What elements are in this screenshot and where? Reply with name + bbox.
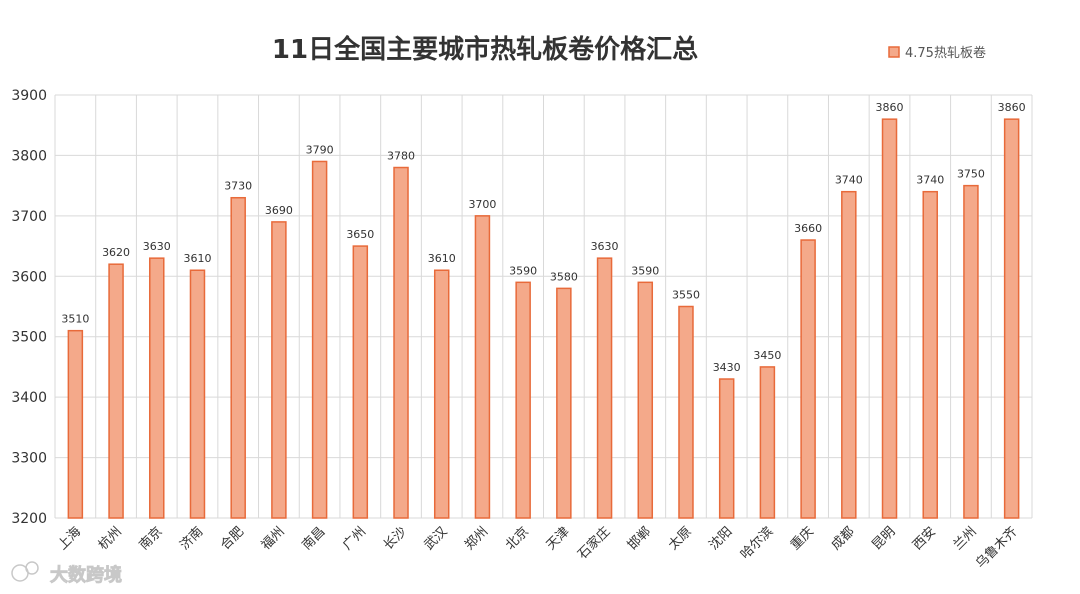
- x-tick-label: 济南: [177, 524, 207, 554]
- bar: [800, 239, 816, 519]
- data-label: 3860: [998, 101, 1026, 114]
- bars: 3510 3620 3630 3610 3730 3690 3790 3650 3780 3610…: [61, 101, 1026, 519]
- bar: [189, 269, 206, 519]
- bar: [1003, 118, 1020, 519]
- x-tick-label: 成都: [829, 524, 858, 553]
- x-tick-label: 太原: [666, 524, 695, 553]
- data-label: 3650: [346, 228, 374, 241]
- data-label: 3550: [672, 289, 700, 302]
- bar: [556, 287, 572, 519]
- data-label: 3510: [61, 313, 89, 326]
- bar: [841, 190, 857, 519]
- data-label: 3750: [957, 168, 985, 181]
- legend: 4.75热轧板卷: [888, 45, 986, 61]
- legend-swatch: [888, 46, 900, 58]
- bar: [515, 281, 531, 519]
- bar: [922, 190, 938, 519]
- x-tick-label: 广州: [340, 524, 369, 553]
- watermark-text: 大数跨境: [50, 564, 122, 586]
- data-label: 3740: [835, 174, 863, 187]
- x-tick-label: 武汉: [422, 524, 451, 553]
- grid: [54, 94, 1033, 519]
- data-label: 3630: [591, 240, 619, 253]
- x-tick-label: 邯郸: [625, 524, 654, 553]
- x-tick-label: 沈阳: [707, 524, 736, 553]
- bar: [230, 196, 246, 519]
- x-axis: 上海 杭州 南京 济南 合肥 福州 南昌 广州 长沙 武汉 郑州 北京 天津 石家庄 邯郸 太原 沈阳 哈尔滨 重庆…: [55, 524, 1020, 572]
- bar: [108, 263, 124, 519]
- data-label: 3730: [224, 180, 252, 193]
- bar: [433, 269, 450, 519]
- x-tick-label: 西安: [910, 524, 939, 553]
- x-tick-label: 合肥: [218, 524, 247, 553]
- y-tick-label: 3700: [11, 209, 47, 225]
- data-label: 3660: [794, 222, 822, 235]
- x-tick-label: 南昌: [299, 524, 329, 554]
- y-tick-label: 3200: [11, 511, 47, 527]
- watermark: 大数跨境: [11, 561, 122, 586]
- x-tick-label: 哈尔滨: [737, 524, 776, 563]
- data-label: 3620: [102, 246, 130, 259]
- x-tick-label: 南京: [136, 524, 166, 554]
- x-tick-label: 兰州: [951, 524, 980, 553]
- data-label: 3610: [183, 252, 211, 265]
- bar: [474, 215, 491, 519]
- x-tick-label: 北京: [503, 524, 532, 553]
- x-tick-label: 郑州: [462, 524, 491, 553]
- data-label: 3580: [550, 270, 578, 283]
- data-label: 3790: [306, 143, 334, 156]
- bar: [67, 329, 84, 519]
- data-label: 3610: [428, 252, 456, 265]
- data-label: 3780: [387, 150, 415, 163]
- bar: [637, 281, 654, 519]
- x-tick-label: 天津: [544, 524, 573, 553]
- x-tick-label: 福州: [259, 524, 288, 553]
- bar: [881, 118, 898, 519]
- data-label: 3860: [876, 101, 904, 114]
- bar: [759, 366, 776, 519]
- bar: [718, 378, 735, 519]
- data-label: 3630: [143, 240, 171, 253]
- y-tick-label: 3300: [11, 451, 47, 467]
- legend-label: 4.75热轧板卷: [905, 45, 986, 61]
- x-tick-label: 长沙: [381, 524, 410, 553]
- x-tick-label: 石家庄: [574, 524, 613, 563]
- y-tick-label: 3900: [11, 88, 47, 104]
- data-label: 3690: [265, 204, 293, 217]
- data-label: 3450: [753, 349, 781, 362]
- y-axis: 3200 3300 3400 3500 3600 3700 3800 3900: [11, 88, 47, 527]
- data-label: 3700: [468, 198, 496, 211]
- y-tick-label: 3400: [11, 390, 47, 406]
- bar: [963, 184, 979, 519]
- x-tick-label: 重庆: [787, 524, 817, 554]
- x-tick-label: 上海: [55, 524, 84, 553]
- bar: [149, 257, 165, 519]
- bar: [311, 160, 328, 519]
- x-tick-label: 杭州: [96, 524, 125, 553]
- y-tick-label: 3600: [11, 269, 47, 285]
- chart-title: 11日全国主要城市热轧板卷价格汇总: [272, 34, 698, 65]
- data-label: 3740: [916, 174, 944, 187]
- bar: [271, 221, 287, 519]
- watermark-logo-icon-2: [25, 561, 39, 575]
- bar: [678, 305, 694, 519]
- data-label: 3590: [631, 264, 659, 277]
- x-tick-label: 昆明: [869, 524, 898, 553]
- y-tick-label: 3500: [11, 330, 47, 346]
- data-label: 3430: [713, 361, 741, 374]
- x-tick-label: 乌鲁木齐: [972, 524, 1020, 572]
- bar: [352, 245, 369, 519]
- bar: [596, 257, 613, 519]
- y-tick-label: 3800: [11, 148, 47, 164]
- bar: [393, 166, 409, 519]
- data-label: 3590: [509, 264, 537, 277]
